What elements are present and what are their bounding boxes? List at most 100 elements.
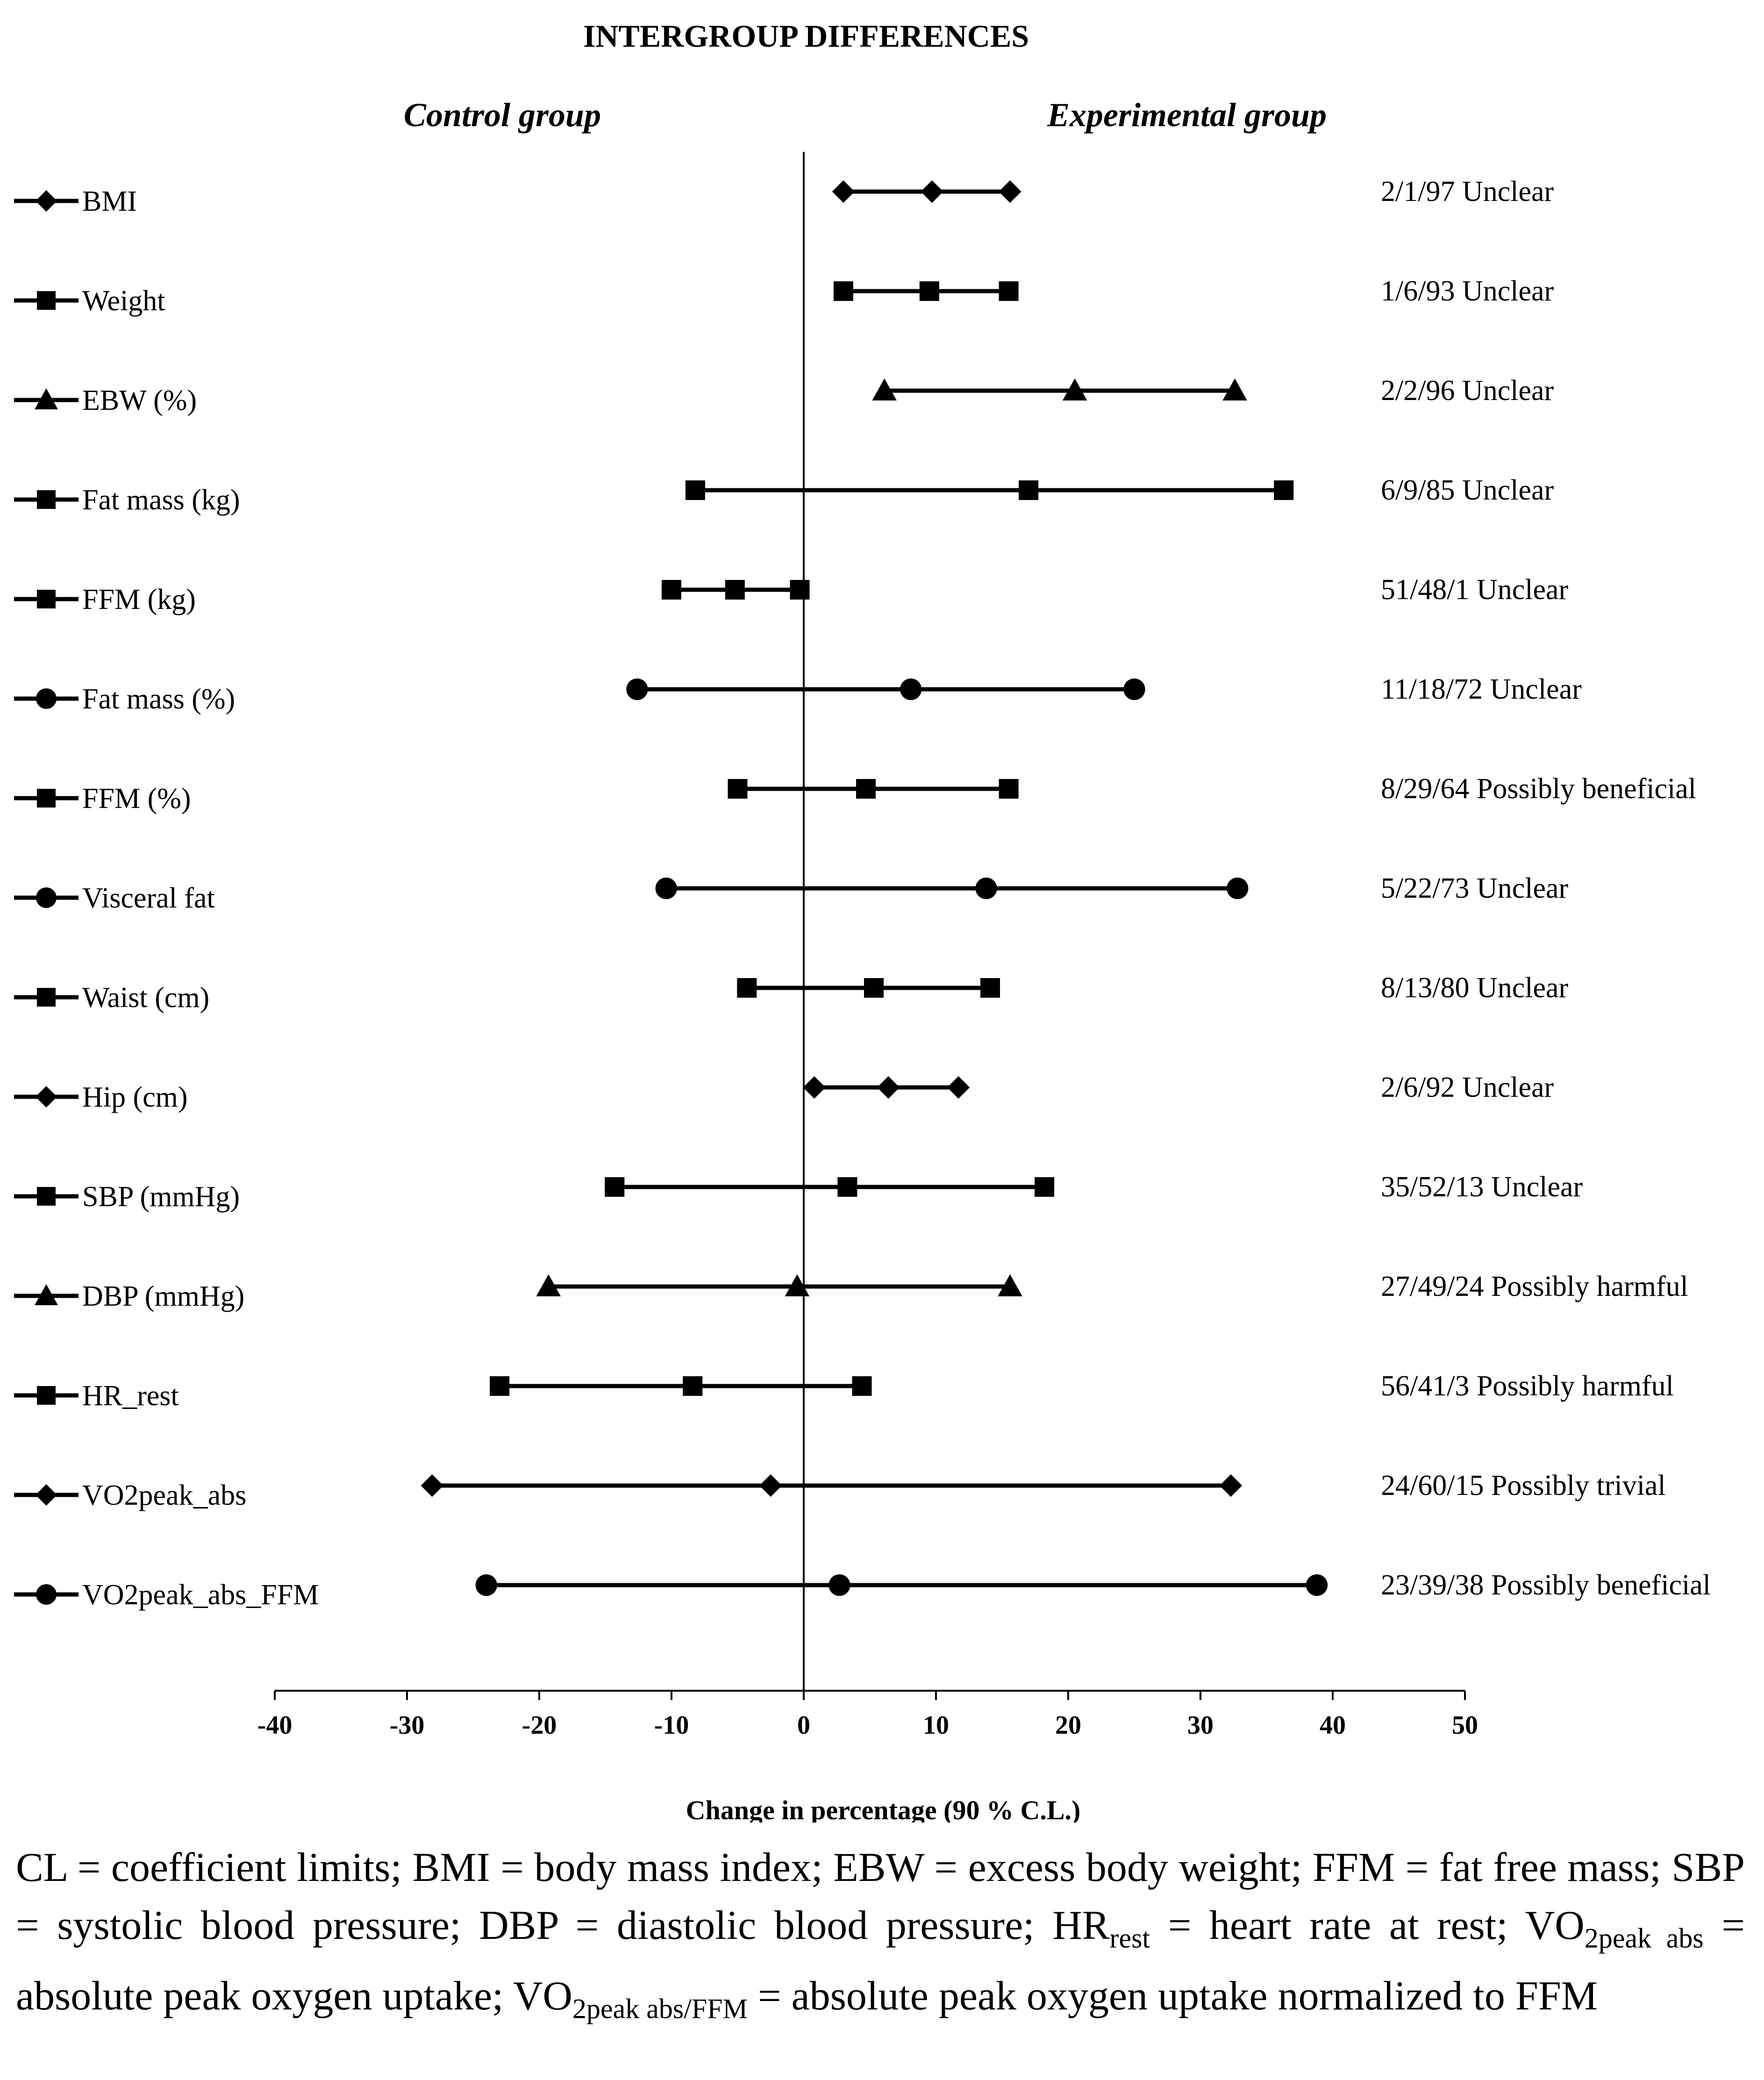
legend-entry: VO2peak_abs_FFM <box>14 1579 319 1611</box>
upper-limit-marker <box>999 779 1019 799</box>
estimate-marker <box>877 1076 900 1099</box>
estimate-marker <box>856 779 876 799</box>
legend-marker <box>36 1584 57 1605</box>
estimate-marker <box>837 1177 857 1197</box>
forest-row <box>737 978 1000 998</box>
legend-entry: BMI <box>14 186 137 217</box>
row-result: 24/60/15 Possibly trivial <box>1381 1470 1666 1501</box>
row-label: HR_rest <box>82 1380 179 1412</box>
forest-row <box>626 678 1145 700</box>
row-label: FFM (%) <box>82 783 191 815</box>
legend-marker <box>37 1386 56 1405</box>
forest-row <box>490 1376 872 1396</box>
experimental-group-label: Experimental group <box>1047 96 1327 134</box>
lower-limit-marker <box>833 281 853 301</box>
x-tick-label: 40 <box>1320 1711 1346 1740</box>
caption-text-4: = absolute peak oxygen uptake normalized… <box>747 1973 1598 2019</box>
estimate-marker <box>785 1274 810 1296</box>
figure-caption: CL = coefficient limits; BMI = body mass… <box>16 1839 1745 2037</box>
lower-limit-marker <box>421 1474 443 1497</box>
row-label: Waist (cm) <box>82 982 209 1014</box>
legend-marker <box>36 887 57 908</box>
legend-entry: EBW (%) <box>14 385 197 416</box>
lower-limit-marker <box>737 978 757 998</box>
legend-marker <box>37 789 56 808</box>
lower-limit-marker <box>662 580 681 600</box>
x-tick-label: 30 <box>1187 1711 1214 1740</box>
row-result: 2/1/97 Unclear <box>1381 176 1554 207</box>
row-label: FFM (kg) <box>82 584 196 615</box>
row-label: EBW (%) <box>82 385 197 416</box>
legend-entry: Weight <box>14 285 165 317</box>
legend-entry: Visceral fat <box>14 882 215 914</box>
row-result: 2/6/92 Unclear <box>1381 1072 1554 1103</box>
lower-limit-marker <box>475 1574 497 1596</box>
row-result: 1/6/93 Unclear <box>1381 275 1554 307</box>
forest-row <box>803 1076 970 1099</box>
row-label: SBP (mmHg) <box>82 1181 240 1213</box>
lower-limit-marker <box>832 180 855 203</box>
lower-limit-marker <box>803 1076 826 1099</box>
row-labels: BMI Weight EBW (%) Fat mass (kg) FFM (kg) Fat… <box>14 186 319 1611</box>
forest-row <box>872 378 1247 400</box>
legend-marker <box>36 688 57 709</box>
x-axis: -40 -30 -20 -10 0 10 20 30 40 50 <box>257 1690 1478 1740</box>
row-result: 27/49/24 Possibly harmful <box>1381 1271 1688 1302</box>
forest-row <box>421 1474 1243 1497</box>
caption-sub-1: rest <box>1109 1923 1150 1954</box>
legend-marker <box>36 1484 57 1506</box>
row-result: 8/13/80 Unclear <box>1381 972 1569 1004</box>
forest-row <box>833 281 1019 301</box>
x-tick-label: -30 <box>390 1711 425 1740</box>
lower-limit-marker <box>536 1274 561 1296</box>
estimate-marker <box>1062 378 1087 400</box>
control-group-label: Control group <box>404 96 601 134</box>
estimate-marker <box>919 281 939 301</box>
legend-marker <box>35 1284 58 1305</box>
legend-marker <box>36 1086 57 1108</box>
upper-limit-marker <box>1227 877 1249 900</box>
lower-limit-marker <box>626 678 648 700</box>
legend-marker <box>37 590 56 608</box>
legend-entry: SBP (mmHg) <box>14 1181 240 1213</box>
legend-marker <box>37 291 56 310</box>
estimate-marker <box>759 1474 782 1497</box>
result-labels: 2/1/97 Unclear 1/6/93 Unclear 2/2/96 Uncle… <box>1381 176 1711 1601</box>
row-result: 35/52/13 Unclear <box>1381 1171 1583 1203</box>
x-tick-label: -10 <box>654 1711 689 1740</box>
forest-row <box>655 877 1249 900</box>
legend-entry: HR_rest <box>14 1380 179 1412</box>
x-tick-label: 20 <box>1055 1711 1081 1740</box>
x-tick-label: -40 <box>257 1711 293 1740</box>
row-result: 11/18/72 Unclear <box>1381 673 1582 705</box>
forest-row <box>475 1574 1328 1596</box>
plot-area <box>421 152 1328 1691</box>
legend-entry: Waist (cm) <box>14 982 209 1014</box>
x-tick-label: 50 <box>1452 1711 1478 1740</box>
lower-limit-marker <box>728 779 748 799</box>
row-label: Fat mass (%) <box>82 683 235 715</box>
estimate-marker <box>900 678 922 700</box>
forest-row <box>605 1177 1055 1197</box>
row-label: DBP (mmHg) <box>82 1280 244 1312</box>
legend-marker <box>37 988 56 1007</box>
lower-limit-marker <box>655 877 677 900</box>
row-label: VO2peak_abs <box>82 1480 246 1511</box>
upper-limit-marker <box>999 281 1019 301</box>
row-label: BMI <box>82 186 137 217</box>
lower-limit-marker <box>685 480 705 500</box>
row-result: 56/41/3 Possibly harmful <box>1381 1370 1674 1402</box>
upper-limit-marker <box>1274 480 1294 500</box>
x-tick-label: 0 <box>797 1711 810 1740</box>
row-result: 8/29/64 Possibly beneficial <box>1381 773 1696 805</box>
estimate-marker <box>864 978 884 998</box>
legend-marker <box>35 388 58 409</box>
caption-sub-3: 2peak abs/FFM <box>572 1993 748 2024</box>
upper-limit-marker <box>790 580 810 600</box>
forest-row <box>536 1274 1022 1296</box>
upper-limit-marker <box>999 180 1021 203</box>
row-result: 5/22/73 Unclear <box>1381 872 1569 904</box>
legend-entry: FFM (%) <box>14 783 191 815</box>
row-result: 2/2/96 Unclear <box>1381 375 1554 407</box>
forest-row <box>685 480 1294 500</box>
